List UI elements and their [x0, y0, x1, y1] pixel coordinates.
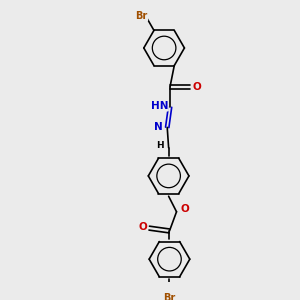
Text: O: O [192, 82, 201, 92]
Text: O: O [180, 204, 189, 214]
Text: HN: HN [151, 100, 168, 111]
Text: H: H [156, 141, 164, 150]
Text: Br: Br [135, 11, 147, 21]
Text: O: O [139, 222, 147, 232]
Text: Br: Br [163, 293, 176, 300]
Text: N: N [154, 122, 163, 132]
